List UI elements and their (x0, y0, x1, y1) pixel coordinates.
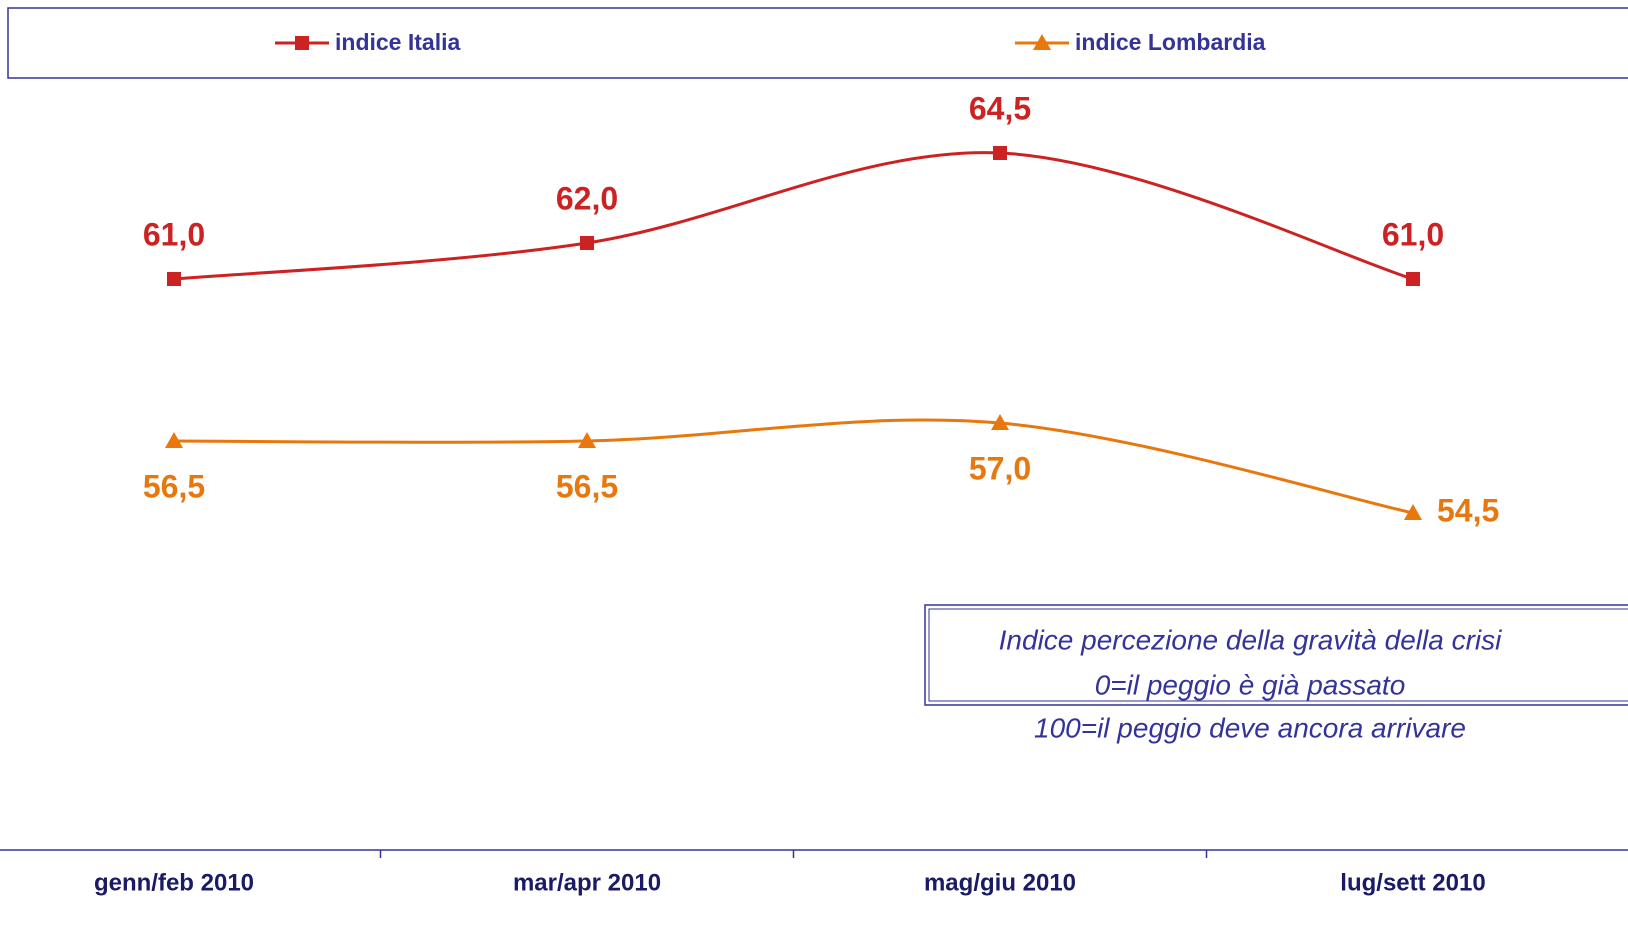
marker (295, 36, 309, 50)
value-label: 62,0 (556, 180, 618, 216)
x-tick-label: genn/feb 2010 (94, 869, 254, 896)
annotation-line: 100=il peggio deve ancora arrivare (1034, 712, 1466, 743)
value-label: 57,0 (969, 450, 1031, 486)
annotation-box-inner (928, 608, 1628, 702)
value-label: 56,5 (556, 468, 618, 504)
marker (1033, 34, 1051, 50)
series-line (173, 151, 1414, 281)
marker (993, 146, 1007, 160)
value-label: 61,0 (1382, 216, 1444, 252)
annotation-line: Indice percezione della gravità della cr… (999, 624, 1502, 655)
marker (991, 414, 1009, 430)
marker (1406, 272, 1420, 286)
marker (167, 272, 181, 286)
value-label: 56,5 (143, 468, 205, 504)
x-tick-label: mag/giu 2010 (924, 869, 1076, 896)
marker (165, 432, 183, 448)
marker (578, 432, 596, 448)
legend-box (7, 7, 1628, 79)
series-line (173, 418, 1414, 515)
x-tick-label: mar/apr 2010 (513, 869, 661, 896)
value-label: 54,5 (1437, 492, 1499, 528)
legend-label: indice Italia (335, 29, 460, 55)
x-tick-label: lug/sett 2010 (1340, 869, 1485, 896)
legend-label: indice Lombardia (1075, 29, 1266, 55)
annotation-box (924, 604, 1628, 706)
value-label: 64,5 (969, 90, 1031, 126)
annotation-line: 0=il peggio è già passato (1095, 669, 1406, 700)
value-label: 61,0 (143, 216, 205, 252)
marker (1404, 504, 1422, 520)
marker (580, 236, 594, 250)
